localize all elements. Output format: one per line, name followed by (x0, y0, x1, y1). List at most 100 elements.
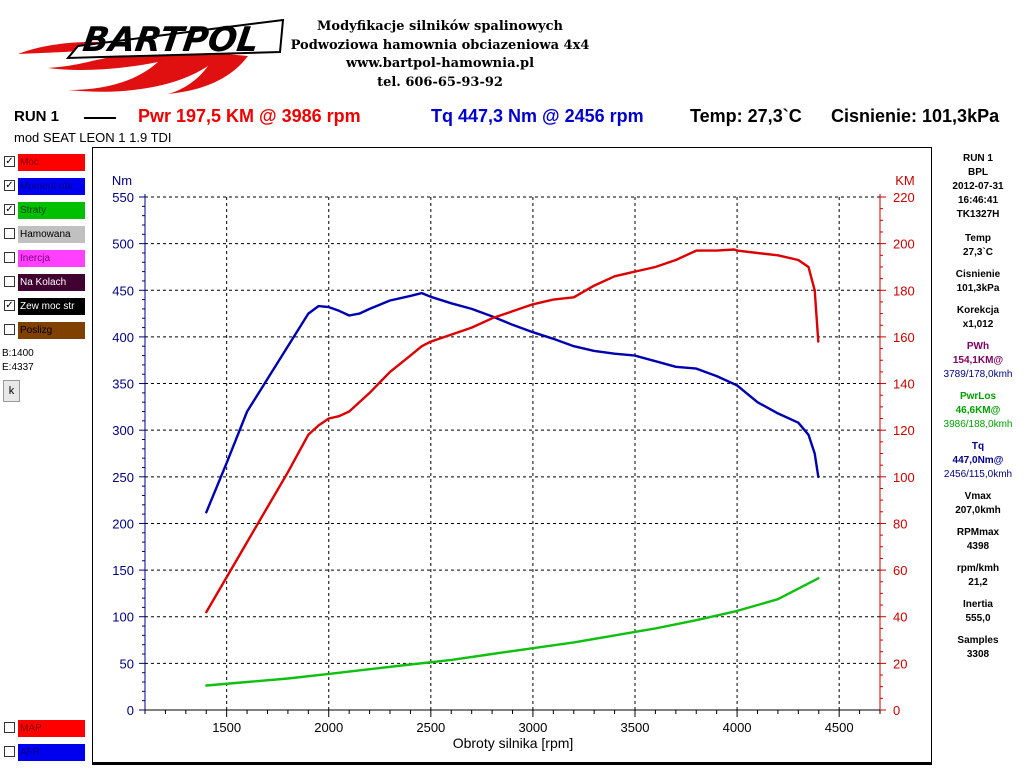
run-torque: Tq 447,3 Nm @ 2456 rpm (431, 106, 644, 126)
toggle-moc[interactable]: ✓ Moc (4, 154, 85, 171)
y-left-tick-label: 500 (112, 237, 134, 252)
range-begin: B:1400 (2, 348, 34, 359)
y-left-tick-label: 400 (112, 330, 134, 345)
toggle-na-kolach[interactable]: Na Kolach (4, 274, 85, 291)
losses-line (205, 577, 820, 687)
y-right-tick-label: 120 (893, 423, 915, 438)
toggle-inercja[interactable]: Inercja (4, 250, 85, 267)
detail-pwrlos: PwrLos 46,6KM@ 3986/188,0kmh (934, 390, 1022, 432)
toggle-straty[interactable]: ✓ Straty (4, 202, 85, 219)
toggle-hamowana[interactable]: Hamowana (4, 226, 85, 243)
range-end: E:4337 (2, 362, 34, 373)
y-right-tick-label: 20 (893, 656, 907, 671)
y-left-tick-label: 200 (112, 516, 134, 531)
run-name: RUN 1 (14, 108, 60, 125)
detail-value: 21,2 (968, 577, 988, 588)
detail-title: Cisnienie (955, 269, 1001, 280)
run-summary: RUN 1 Pwr 197,5 KM @ 3986 rpm Tq 447,3 N… (14, 106, 1024, 132)
toggle-map[interactable]: MAP (4, 720, 85, 737)
checkbox-icon[interactable] (4, 722, 15, 733)
run-power: Pwr 197,5 KM @ 3986 rpm (138, 106, 361, 126)
y-left-tick-label: 50 (120, 656, 134, 671)
checkbox-icon[interactable] (4, 228, 15, 239)
detail-title: Inertia (962, 599, 993, 610)
toggle-zew-moc-str[interactable]: ✓ Zew moc str (4, 298, 85, 315)
checkbox-icon[interactable] (4, 324, 15, 335)
k-button[interactable]: k (3, 380, 20, 402)
detail-value: 101,3kPa (956, 283, 1000, 294)
checkbox-icon[interactable] (4, 276, 15, 287)
detail-title: Temp (965, 233, 991, 244)
header-info: Modyfikacje silników spalinowych Podwozi… (250, 18, 630, 92)
detail-value: TK1327H (956, 209, 1000, 220)
y-left-tick-label: 350 (112, 377, 134, 392)
detail-value: 46,6KM@ (955, 405, 1001, 416)
detail-title: PWh (966, 341, 990, 352)
checkbox-label: Inercja (18, 250, 85, 267)
x-tick-label: 3000 (518, 720, 547, 735)
y-left-tick-label: 300 (112, 423, 134, 438)
detail-value: 3308 (966, 649, 990, 660)
checkbox-icon[interactable]: ✓ (4, 300, 15, 311)
y-right-tick-label: 60 (893, 563, 907, 578)
y-right-tick-label: 0 (893, 703, 900, 718)
checkbox-icon[interactable] (4, 252, 15, 263)
logo-text: BARTPOL (80, 20, 261, 60)
checkbox-label: Moc (18, 154, 85, 171)
range-info: B:1400 E:4337 (2, 347, 34, 375)
checkbox-label: Hamowana (18, 226, 85, 243)
detail-rpmmax: RPMmax 4398 (934, 526, 1022, 554)
detail-title: RPMmax (956, 527, 1000, 538)
y-right-tick-label: 200 (893, 237, 915, 252)
detail-value: 207,0kmh (955, 505, 1001, 516)
x-tick-label: 1500 (212, 720, 241, 735)
checkbox-icon[interactable]: ✓ (4, 204, 15, 215)
checkbox-icon[interactable]: ✓ (4, 180, 15, 191)
detail-pwh: PWh 154,1KM@ 3789/178,0kmh (934, 340, 1022, 382)
detail-korekcja: Korekcja x1,012 (934, 304, 1022, 332)
detail-cisnienie: Cisnienie 101,3kPa (934, 268, 1022, 296)
detail-title: Tq (971, 441, 985, 452)
detail-value: 2012-07-31 (952, 181, 1004, 192)
header-line-3: www.bartpol-hamownia.pl (345, 56, 535, 71)
y-left-tick-label: 100 (112, 610, 134, 625)
checkbox-icon[interactable]: ✓ (4, 156, 15, 167)
detail-value: 2456/115,0kmh (943, 469, 1013, 480)
x-tick-label: 3500 (621, 720, 650, 735)
detail-vmax: Vmax 207,0kmh (934, 490, 1022, 518)
checkbox-icon[interactable] (4, 746, 15, 757)
toggle-moment-obr[interactable]: ✓ Moment obr. (4, 178, 85, 195)
detail-tq: Tq 447,0Nm@ 2456/115,0kmh (934, 440, 1022, 482)
detail-run-1: RUN 1 BPL 2012-07-31 16:46:41 TK1327H (934, 152, 1022, 222)
detail-title: PwrLos (959, 391, 997, 402)
detail-title: RUN 1 (962, 153, 993, 164)
chart-bottom-border (92, 762, 932, 765)
y-right-tick-label: 160 (893, 330, 915, 345)
detail-value: BPL (968, 167, 988, 178)
y-right-tick-label: 180 (893, 283, 915, 298)
y-right-tick-label: 100 (893, 470, 915, 485)
toggle-afr[interactable]: AFR (4, 744, 85, 761)
detail-value: 4398 (966, 541, 990, 552)
toggle-poslizg[interactable]: Poslizg (4, 322, 85, 339)
detail-title: Vmax (964, 491, 992, 502)
detail-value: 3986/188,0kmh (943, 419, 1013, 430)
y-left-tick-label: 450 (112, 283, 134, 298)
y-left-tick-label: 0 (127, 703, 134, 718)
detail-value: 3789/178,0kmh (943, 369, 1013, 380)
x-tick-label: 2000 (314, 720, 343, 735)
header-line-4: tel. 606-65-93-92 (377, 74, 503, 90)
torque-line (205, 291, 820, 514)
vehicle-model: mod SEAT LEON 1 1.9 TDI (14, 130, 172, 145)
y-right-tick-label: 220 (893, 190, 915, 205)
header-line-1: Modyfikacje silników spalinowych (317, 19, 563, 34)
detail-value: 27,3`C (962, 247, 993, 258)
header-line-2: Podwoziowa hamownia obciazeniowa 4x4 (290, 37, 590, 53)
detail-samples: Samples 3308 (934, 634, 1022, 662)
checkbox-label: Zew moc str (18, 298, 85, 315)
y-right-tick-label: 140 (893, 377, 915, 392)
y-right-tick-label: 40 (893, 610, 907, 625)
y-left-label: Nm (112, 173, 132, 188)
y-left-tick-label: 250 (112, 470, 134, 485)
detail-value: x1,012 (962, 319, 994, 330)
